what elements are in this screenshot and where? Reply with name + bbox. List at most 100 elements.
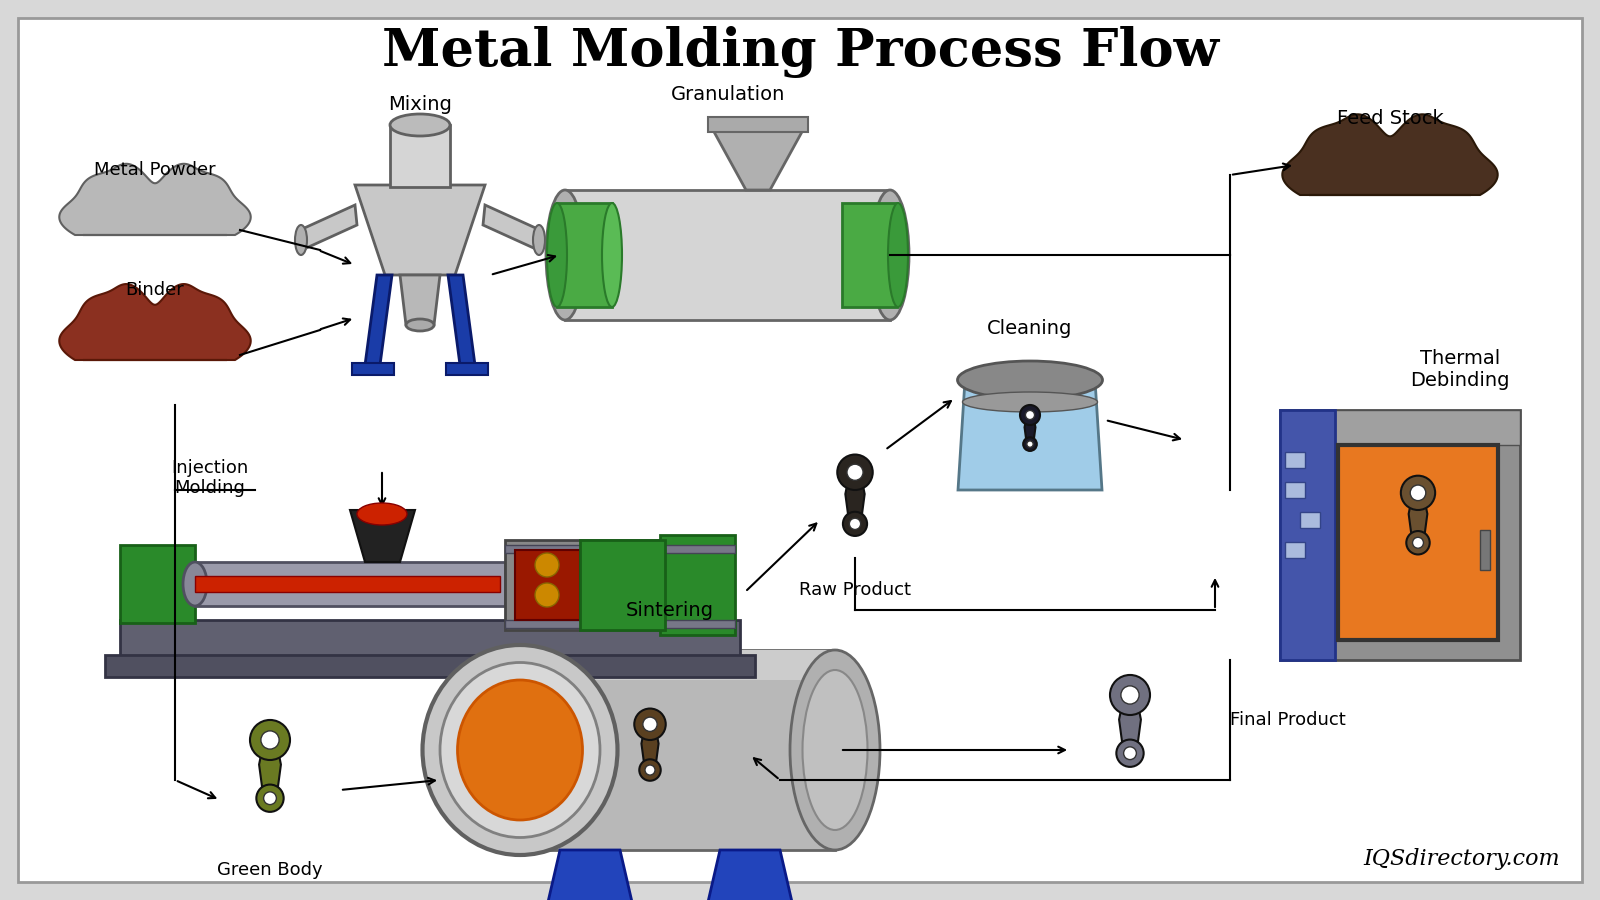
Text: Cleaning: Cleaning xyxy=(987,319,1072,338)
Bar xyxy=(195,562,506,606)
Circle shape xyxy=(1406,531,1430,554)
Polygon shape xyxy=(355,185,485,275)
Text: Binder: Binder xyxy=(126,281,184,299)
Ellipse shape xyxy=(458,680,582,820)
Circle shape xyxy=(1123,747,1136,760)
Ellipse shape xyxy=(957,361,1102,399)
Ellipse shape xyxy=(390,114,450,136)
Bar xyxy=(1480,530,1490,570)
Bar xyxy=(195,576,499,592)
Circle shape xyxy=(534,553,558,577)
Bar xyxy=(557,203,611,307)
Bar xyxy=(1338,445,1498,640)
Ellipse shape xyxy=(602,203,622,307)
Polygon shape xyxy=(259,746,282,792)
Polygon shape xyxy=(706,850,795,900)
Ellipse shape xyxy=(546,190,584,320)
Bar xyxy=(1285,482,1306,498)
Ellipse shape xyxy=(790,650,880,850)
Polygon shape xyxy=(301,205,357,250)
Bar xyxy=(515,650,835,680)
Polygon shape xyxy=(546,850,635,900)
Polygon shape xyxy=(1282,114,1498,195)
Polygon shape xyxy=(350,510,414,562)
Text: Sintering: Sintering xyxy=(626,600,714,619)
Bar xyxy=(446,363,488,375)
Circle shape xyxy=(1019,405,1040,425)
Text: Metal Powder: Metal Powder xyxy=(94,161,216,179)
Bar xyxy=(1280,410,1334,660)
Ellipse shape xyxy=(294,225,307,255)
Circle shape xyxy=(645,765,654,775)
Bar xyxy=(120,545,195,623)
Text: Metal Molding Process Flow: Metal Molding Process Flow xyxy=(381,26,1219,78)
Bar xyxy=(506,540,675,630)
Circle shape xyxy=(837,454,872,490)
Text: Injection
Molding: Injection Molding xyxy=(171,459,248,498)
Text: Raw Product: Raw Product xyxy=(798,581,910,599)
Text: Granulation: Granulation xyxy=(670,86,786,104)
Circle shape xyxy=(1122,686,1139,704)
Bar xyxy=(661,535,734,635)
Bar xyxy=(707,117,808,132)
Ellipse shape xyxy=(547,203,566,307)
Ellipse shape xyxy=(182,562,206,606)
Circle shape xyxy=(264,792,277,805)
Polygon shape xyxy=(59,284,251,360)
Polygon shape xyxy=(714,130,803,190)
Ellipse shape xyxy=(406,319,434,331)
Circle shape xyxy=(850,518,861,529)
Circle shape xyxy=(1110,675,1150,715)
Text: Feed Stock: Feed Stock xyxy=(1336,109,1443,128)
Polygon shape xyxy=(642,729,659,765)
Bar xyxy=(515,650,835,850)
Bar xyxy=(842,203,898,307)
Circle shape xyxy=(1410,485,1426,500)
Ellipse shape xyxy=(440,662,600,838)
Bar xyxy=(565,190,890,320)
Polygon shape xyxy=(59,164,251,235)
Ellipse shape xyxy=(803,670,867,830)
Bar xyxy=(1338,445,1498,640)
Ellipse shape xyxy=(870,190,909,320)
Polygon shape xyxy=(365,275,392,365)
Ellipse shape xyxy=(963,392,1098,412)
Polygon shape xyxy=(448,275,475,365)
Bar xyxy=(515,550,579,620)
Bar xyxy=(106,655,755,677)
Circle shape xyxy=(1413,537,1424,548)
Polygon shape xyxy=(400,275,440,325)
Bar xyxy=(390,125,450,187)
Circle shape xyxy=(1117,740,1144,767)
Bar xyxy=(1299,512,1320,528)
Bar xyxy=(120,620,739,660)
Polygon shape xyxy=(1024,418,1035,441)
Circle shape xyxy=(1022,437,1037,451)
Bar xyxy=(1285,542,1306,558)
Circle shape xyxy=(846,464,862,481)
Ellipse shape xyxy=(888,203,909,307)
Ellipse shape xyxy=(533,225,546,255)
Bar xyxy=(506,620,734,628)
Bar xyxy=(1285,452,1306,468)
Polygon shape xyxy=(483,205,541,250)
Ellipse shape xyxy=(422,645,618,855)
Circle shape xyxy=(534,583,558,607)
Circle shape xyxy=(1402,476,1435,510)
Polygon shape xyxy=(1408,499,1427,537)
Circle shape xyxy=(261,731,278,749)
Bar xyxy=(579,540,666,630)
Text: Thermal
Debinding: Thermal Debinding xyxy=(1410,349,1510,391)
Circle shape xyxy=(1027,441,1034,447)
Ellipse shape xyxy=(357,503,406,525)
Circle shape xyxy=(250,720,290,760)
Text: Mixing: Mixing xyxy=(389,95,451,114)
Text: Final Product: Final Product xyxy=(1230,711,1346,729)
Text: Green Body: Green Body xyxy=(218,861,323,879)
Circle shape xyxy=(640,760,661,781)
Circle shape xyxy=(843,512,867,535)
Circle shape xyxy=(256,785,283,812)
Circle shape xyxy=(634,708,666,740)
Polygon shape xyxy=(958,380,1102,490)
Circle shape xyxy=(1026,410,1035,419)
